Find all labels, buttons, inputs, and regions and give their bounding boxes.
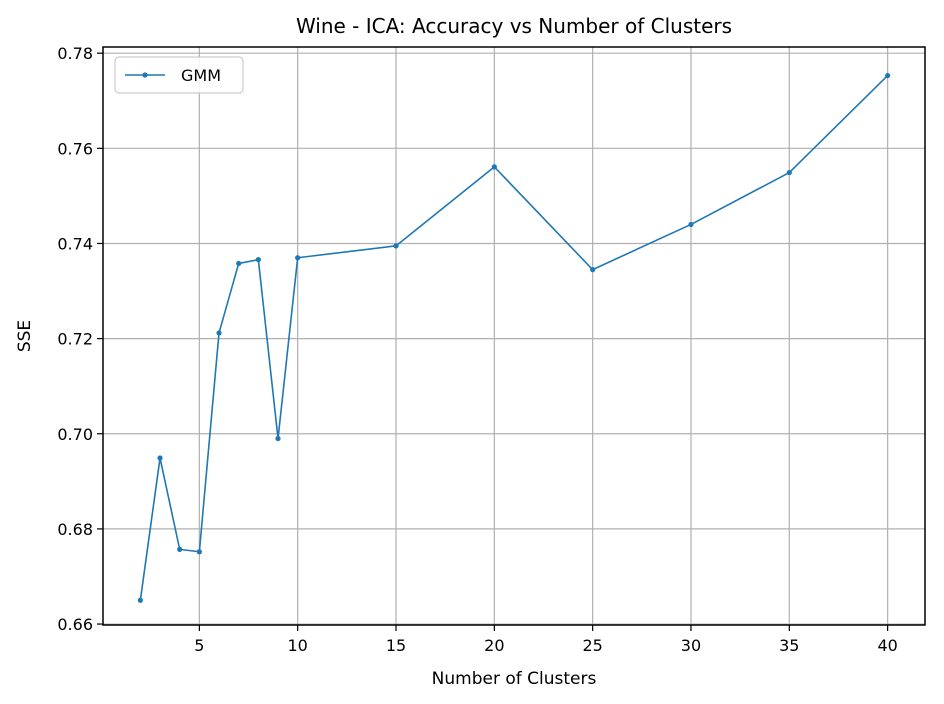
x-tick-label: 25: [582, 636, 602, 655]
y-tick-label: 0.68: [57, 520, 93, 539]
y-tick-label: 0.74: [57, 234, 93, 253]
x-tick-label: 35: [779, 636, 799, 655]
data-point: [157, 455, 163, 461]
data-point: [177, 546, 183, 552]
y-tick-label: 0.70: [57, 425, 93, 444]
x-tick-label: 10: [288, 636, 308, 655]
legend-label: GMM: [181, 66, 221, 85]
x-tick-label: 30: [681, 636, 701, 655]
data-point: [216, 330, 222, 336]
data-point: [255, 257, 261, 263]
x-tick-label: 40: [877, 636, 897, 655]
data-point: [275, 435, 281, 442]
series-layer: [137, 72, 891, 603]
y-tick-label: 0.66: [57, 615, 93, 634]
x-axis-label: Number of Clusters: [432, 669, 597, 689]
data-point: [590, 267, 596, 273]
y-tick-label: 0.78: [57, 44, 93, 63]
y-tick-label: 0.72: [57, 330, 93, 349]
data-point: [688, 221, 694, 228]
data-point: [885, 72, 891, 79]
plot-frame: [102, 46, 926, 626]
data-point: [295, 255, 301, 261]
legend-marker: [142, 72, 148, 78]
data-point: [196, 549, 202, 555]
legend-box: [114, 56, 244, 94]
x-tick-label: 5: [194, 636, 204, 655]
y-tick-label: 0.76: [57, 139, 93, 158]
x-tick-label: 15: [386, 636, 406, 655]
data-point: [236, 260, 242, 267]
data-point: [137, 597, 143, 603]
x-tick-label: 20: [484, 636, 504, 655]
legend: GMM: [114, 56, 244, 94]
data-point: [491, 164, 497, 170]
y-axis-label: SSE: [15, 320, 35, 352]
axes: [102, 46, 926, 626]
data-point: [786, 169, 792, 176]
ticks: 5 10 15 20 25 30 35 40 0.66 0.68 0.70 0.72 0.74 0.76 0…: [57, 44, 897, 655]
chart-title: Wine - ICA: Accuracy vs Number of Cluste…: [296, 14, 732, 38]
data-point: [393, 243, 399, 249]
grid: [103, 47, 925, 625]
